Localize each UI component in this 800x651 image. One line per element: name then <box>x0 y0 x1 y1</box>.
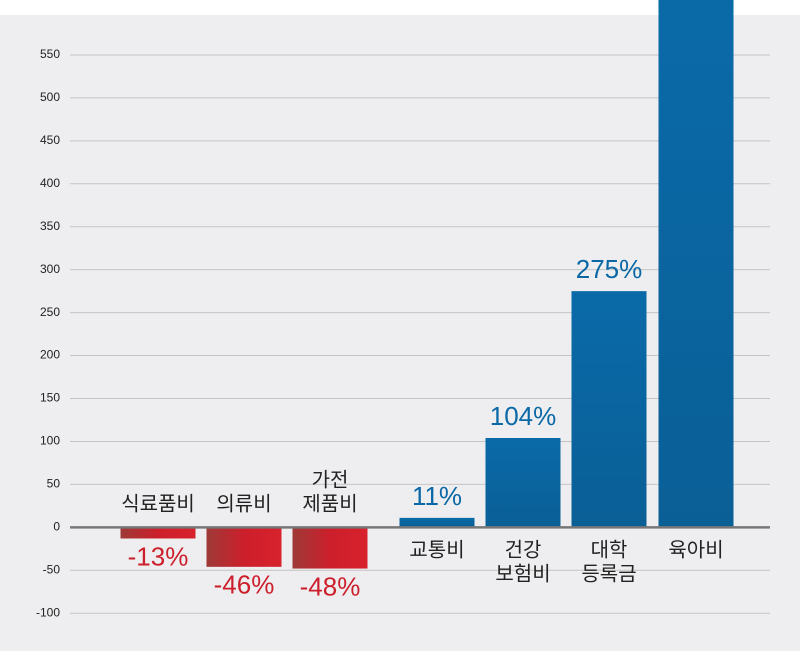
value-label: -13% <box>128 541 189 571</box>
y-tick-label: -100 <box>36 605 60 619</box>
x-tick-label: 식료품비 <box>121 493 195 516</box>
bar <box>399 517 475 528</box>
value-label: 275% <box>576 254 643 284</box>
y-tick-label: 350 <box>40 219 60 233</box>
x-tick-label: 교통비 <box>409 539 464 562</box>
y-tick-label: 150 <box>40 391 60 405</box>
y-tick-label: 0 <box>53 519 60 533</box>
y-tick-label: 450 <box>40 133 60 147</box>
bar <box>485 438 561 528</box>
y-tick-label: 200 <box>40 348 60 362</box>
bar <box>571 291 647 528</box>
value-label: 104% <box>490 401 557 431</box>
x-tick-label: 가전 제품비 <box>302 469 357 516</box>
value-label: -46% <box>214 570 275 600</box>
y-tick-label: -50 <box>43 562 61 576</box>
x-tick-label: 대학 등록금 <box>581 539 636 586</box>
y-tick-label: 50 <box>47 477 61 491</box>
y-tick-label: 250 <box>40 305 60 319</box>
bar <box>120 527 196 539</box>
x-tick-label: 의류비 <box>216 493 271 516</box>
value-label: -48% <box>300 571 361 601</box>
bar <box>658 0 734 528</box>
value-label: 11% <box>412 481 462 511</box>
bar <box>206 527 282 567</box>
y-tick-label: 100 <box>40 434 60 448</box>
y-tick-label: 300 <box>40 262 60 276</box>
y-tick-label: 400 <box>40 176 60 190</box>
top-strip <box>0 0 800 15</box>
x-tick-label: 건강 보험비 <box>495 539 550 586</box>
x-tick-label: 육아비 <box>668 539 723 562</box>
bar <box>292 527 368 569</box>
y-tick-label: 550 <box>40 47 60 61</box>
y-tick-label: 500 <box>40 90 60 104</box>
